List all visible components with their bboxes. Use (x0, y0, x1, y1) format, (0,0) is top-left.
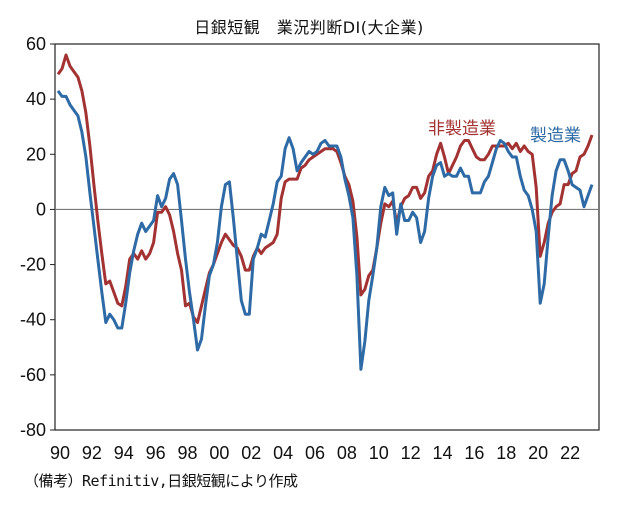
legend-nonmanufacturing: 非製造業 (428, 119, 496, 139)
x-tick-label: 10 (369, 443, 389, 463)
x-tick-label: 94 (114, 443, 134, 463)
chart-title: 日銀短観 業況判断DI(大企業) (194, 18, 424, 37)
y-axis: 60 40 20 0 -20 -40 -60 -80 (20, 34, 600, 440)
x-tick-label: 02 (241, 443, 261, 463)
y-tick-label: -80 (20, 420, 46, 440)
y-tick-label: 0 (36, 199, 46, 219)
x-tick-label: 20 (528, 443, 548, 463)
x-tick-label: 12 (401, 443, 421, 463)
x-tick-label: 08 (337, 443, 357, 463)
y-tick-label: -20 (20, 255, 46, 275)
x-tick-label: 18 (496, 443, 516, 463)
series-line-manufacturing (56, 90, 594, 371)
x-tick-label: 90 (50, 443, 70, 463)
source-note: （備考）Refinitiv,日銀短観により作成 (24, 472, 298, 490)
x-tick-label: 92 (82, 443, 102, 463)
plot-frame (54, 43, 600, 431)
y-tick-label: 20 (26, 144, 46, 164)
y-tick-label: -60 (20, 365, 46, 385)
x-tick-label: 16 (464, 443, 484, 463)
x-tick-label: 14 (433, 443, 453, 463)
x-tick-label: 98 (178, 443, 198, 463)
series-line-nonmanufacturing (56, 53, 594, 324)
y-tick-label: 60 (26, 34, 46, 54)
x-axis: 90 92 94 96 98 00 02 04 06 08 10 12 14 16 18 20 22 (50, 443, 580, 463)
y-tick-label: 40 (26, 89, 46, 109)
x-tick-label: 96 (146, 443, 166, 463)
x-tick-label: 06 (305, 443, 325, 463)
x-tick-label: 04 (273, 443, 293, 463)
x-tick-label: 00 (209, 443, 229, 463)
y-tick-label: -40 (20, 310, 46, 330)
legend-manufacturing: 製造業 (530, 126, 581, 146)
series-lines (56, 53, 594, 371)
x-tick-label: 22 (560, 443, 580, 463)
